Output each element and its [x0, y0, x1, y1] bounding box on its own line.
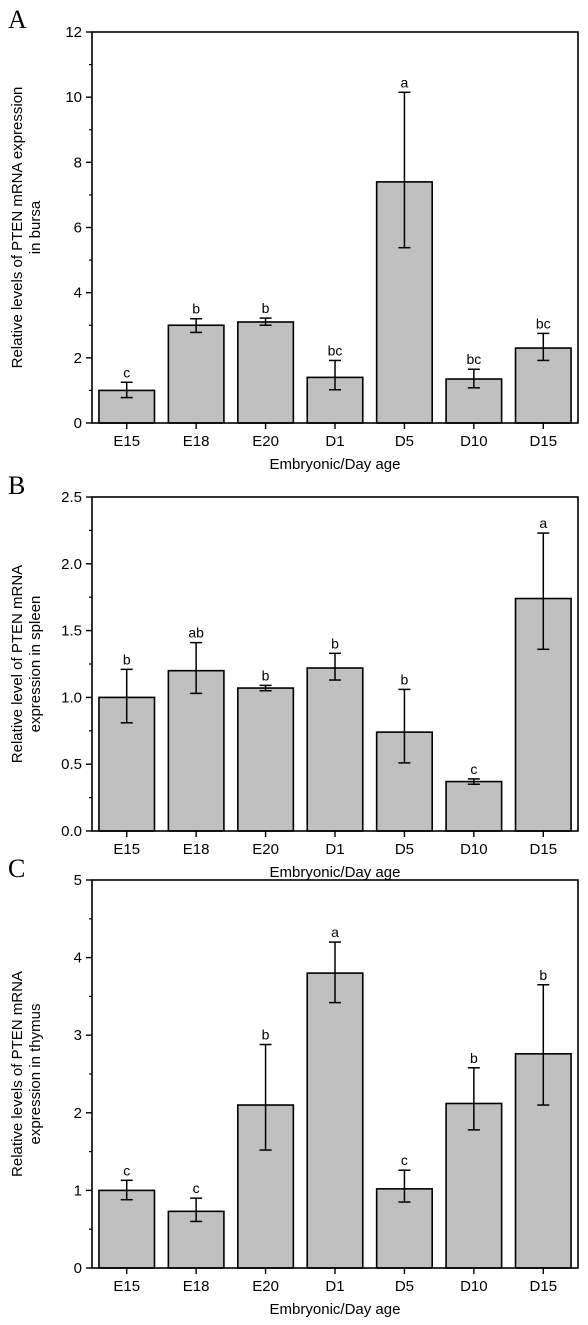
- chart-panel-a: Ac E15 b E18 b E20 bc D1 a D5 bc D10 bc D15 0 2 4 6 8 10 12 E…: [8, 5, 579, 473]
- x-tick-label: D10: [460, 433, 488, 450]
- significance-letter: b: [262, 667, 270, 683]
- bar: [445, 378, 503, 424]
- y-axis-title: Relative levels of PTEN mRNA: [9, 971, 26, 1177]
- panel-letter: A: [8, 5, 27, 34]
- y-axis-title: Relative level of PTEN mRNA: [9, 565, 26, 763]
- bar: [167, 324, 225, 424]
- x-tick-label: E18: [183, 841, 210, 858]
- y-tick-label: 2: [74, 350, 82, 367]
- y-tick-label: 3: [74, 1027, 82, 1044]
- x-tick-label: E20: [252, 1278, 279, 1295]
- bar: [237, 687, 295, 832]
- x-tick-label: D5: [395, 433, 414, 450]
- x-tick-label: D15: [530, 433, 558, 450]
- panel-letter: B: [8, 471, 25, 500]
- x-tick-label: E15: [113, 1278, 140, 1295]
- y-tick-label: 2.0: [61, 556, 82, 573]
- chart-panel-b: Bb E15 ab E18 b E20 b D1 b D5 c D10 a D15 0.0 0.5 1.0 1.5…: [8, 471, 579, 881]
- significance-letter: b: [262, 300, 270, 316]
- x-tick-label: E18: [183, 1278, 210, 1295]
- x-tick-label: D1: [325, 841, 344, 858]
- significance-letter: c: [123, 1162, 130, 1178]
- y-tick-label: 6: [74, 220, 82, 237]
- y-tick-label: 2: [74, 1105, 82, 1122]
- x-tick-label: E18: [183, 433, 210, 450]
- y-tick-label: 0: [74, 415, 82, 432]
- x-tick-label: D5: [395, 1278, 414, 1295]
- y-tick-label: 4: [74, 950, 82, 967]
- significance-letter: b: [470, 1050, 478, 1066]
- bar: [237, 321, 295, 424]
- y-tick-label: 1.5: [61, 623, 82, 640]
- y-tick-label: 0: [74, 1260, 82, 1277]
- significance-letter: c: [123, 364, 130, 380]
- x-tick-label: E15: [113, 841, 140, 858]
- y-tick-label: 2.5: [61, 489, 82, 506]
- x-tick-label: D1: [325, 1278, 344, 1295]
- x-tick-label: E15: [113, 433, 140, 450]
- significance-letter: bc: [536, 315, 551, 331]
- x-axis-title: Embryonic/Day age: [270, 864, 401, 881]
- bar: [306, 972, 364, 1269]
- x-tick-label: D5: [395, 841, 414, 858]
- x-tick-label: D15: [530, 841, 558, 858]
- y-tick-label: 0.0: [61, 823, 82, 840]
- x-tick-label: E20: [252, 841, 279, 858]
- y-tick-label: 1.0: [61, 689, 82, 706]
- significance-letter: a: [539, 515, 547, 531]
- significance-letter: bc: [328, 342, 343, 358]
- bar: [167, 669, 225, 832]
- x-tick-label: D15: [530, 1278, 558, 1295]
- panel-letter: C: [8, 854, 25, 883]
- y-tick-label: 4: [74, 285, 82, 302]
- significance-letter: a: [401, 74, 409, 90]
- x-tick-label: E20: [252, 433, 279, 450]
- x-tick-label: D1: [325, 433, 344, 450]
- significance-letter: b: [331, 635, 339, 651]
- bar: [306, 667, 364, 832]
- significance-letter: c: [401, 1152, 408, 1168]
- significance-letter: b: [262, 1027, 270, 1043]
- y-axis-title: Relative levels of PTEN mRNA expression: [9, 87, 26, 369]
- x-tick-label: D10: [460, 1278, 488, 1295]
- significance-letter: bc: [466, 351, 481, 367]
- bar: [445, 1102, 503, 1269]
- y-tick-label: 12: [65, 24, 82, 41]
- x-tick-label: D10: [460, 841, 488, 858]
- significance-letter: c: [193, 1180, 200, 1196]
- significance-letter: b: [401, 671, 409, 687]
- y-tick-label: 10: [65, 89, 82, 106]
- bar: [375, 731, 433, 832]
- significance-letter: b: [123, 651, 131, 667]
- y-axis-title: in bursa: [27, 200, 44, 254]
- significance-letter: b: [192, 301, 200, 317]
- y-tick-label: 5: [74, 872, 82, 889]
- bar: [98, 1189, 156, 1269]
- significance-letter: c: [470, 761, 477, 777]
- y-tick-label: 1: [74, 1182, 82, 1199]
- y-axis-title: expression in spleen: [27, 596, 44, 733]
- y-tick-label: 8: [74, 154, 82, 171]
- chart-panel-c: Cc E15 c E18 b E20 a D1 c D5 b D10 b D15 0 1 2 3 4 5 Embryon…: [8, 854, 579, 1318]
- significance-letter: ab: [188, 625, 204, 641]
- bar: [445, 780, 503, 832]
- significance-letter: a: [331, 924, 339, 940]
- x-axis-title: Embryonic/Day age: [270, 456, 401, 473]
- x-axis-title: Embryonic/Day age: [270, 1301, 401, 1318]
- y-tick-label: 0.5: [61, 756, 82, 773]
- y-axis-title: expression in thymus: [27, 1004, 44, 1145]
- significance-letter: b: [539, 967, 547, 983]
